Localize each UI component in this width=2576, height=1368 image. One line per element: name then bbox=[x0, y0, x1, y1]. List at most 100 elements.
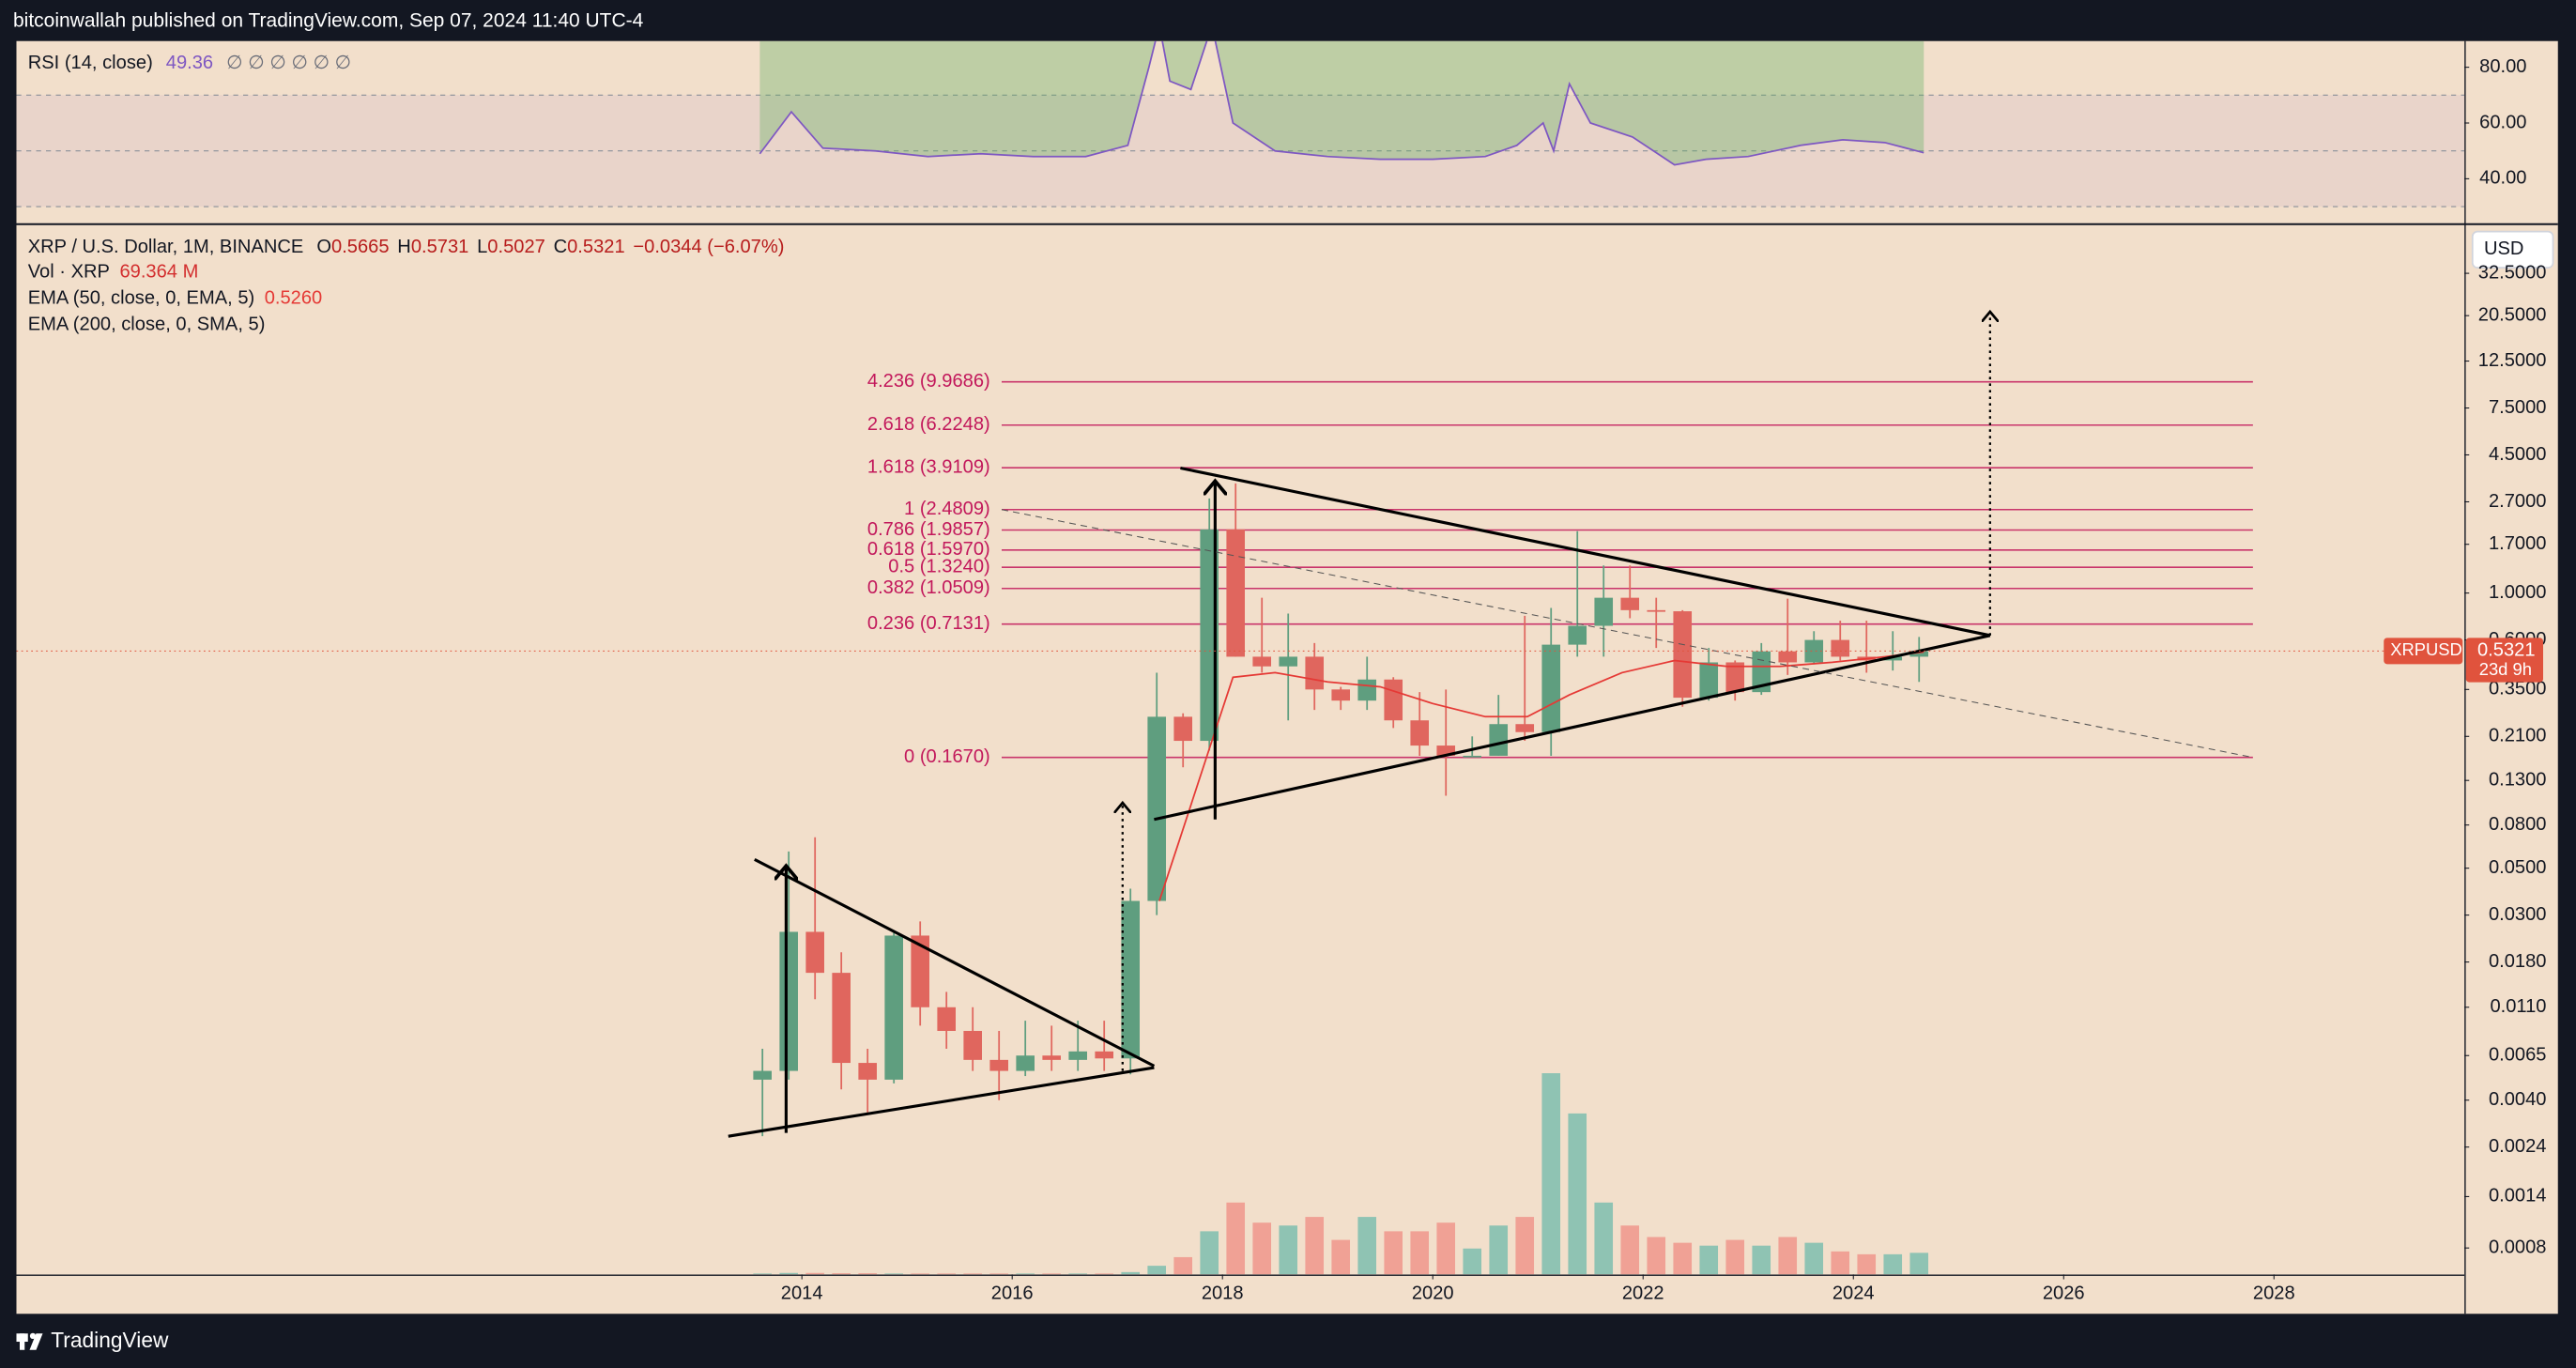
fib-label: 0.5 (1.3240) bbox=[888, 556, 989, 576]
volume-bar bbox=[1620, 1225, 1640, 1275]
volume-bar bbox=[1305, 1217, 1325, 1275]
y-tick-label: 7.5000 bbox=[2489, 397, 2547, 418]
candle-body bbox=[832, 973, 851, 1064]
x-tick-label: 2014 bbox=[781, 1283, 823, 1304]
ohlc-key: L bbox=[477, 237, 487, 257]
volume-bar bbox=[1068, 1273, 1088, 1275]
candle-body bbox=[1568, 625, 1587, 645]
rsi-pane bbox=[16, 40, 2464, 208]
candle-body bbox=[753, 1070, 772, 1080]
ema50-legend: EMA (50, close, 0, EMA, 5) 0.5260 bbox=[28, 288, 322, 309]
candle-body bbox=[1804, 639, 1824, 663]
y-tick-label: 0.0300 bbox=[2489, 904, 2547, 925]
candle-body bbox=[937, 1007, 956, 1031]
y-tick-label: 0.0500 bbox=[2489, 857, 2547, 878]
volume-bar bbox=[1384, 1231, 1403, 1275]
fib-label: 0.618 (1.5970) bbox=[867, 539, 990, 560]
y-tick-label: 4.5000 bbox=[2489, 444, 2547, 465]
tv-logo bbox=[16, 1332, 43, 1350]
y-tick-label: 1.0000 bbox=[2489, 582, 2547, 603]
volume-bar bbox=[1279, 1225, 1298, 1275]
candle-body bbox=[1831, 639, 1850, 657]
publish-header: bitcoinwallah published on TradingView.c… bbox=[13, 9, 644, 31]
trendline bbox=[754, 857, 1156, 1068]
currency-button[interactable] bbox=[2471, 230, 2554, 269]
volume-bar bbox=[1357, 1217, 1377, 1275]
fib-label: 0.382 (1.0509) bbox=[867, 577, 990, 598]
volume-bar bbox=[753, 1273, 772, 1275]
trendline bbox=[1001, 509, 2253, 759]
rsi-tick-label: 80.00 bbox=[2479, 56, 2526, 77]
fib-label: 4.236 (9.9686) bbox=[867, 371, 990, 392]
symbol-legend: XRP / U.S. Dollar, 1M, BINANCE O0.5665 H0.… bbox=[28, 237, 785, 257]
axes: 80.00 60.00 40.00 RSI (14, close) 49.36 ∅ ∅ ∅… bbox=[28, 54, 2547, 1304]
x-tick-label: 2022 bbox=[1622, 1283, 1664, 1304]
y-tick-label: 0.0040 bbox=[2489, 1089, 2547, 1110]
price-label: 0.5321 bbox=[2477, 640, 2536, 661]
candle-body bbox=[779, 931, 798, 1071]
volume-bar bbox=[1095, 1273, 1114, 1275]
volume-bar bbox=[1594, 1202, 1614, 1275]
y-tick-label: 0.0110 bbox=[2490, 996, 2546, 1017]
x-tick-label: 2018 bbox=[1202, 1283, 1244, 1304]
candle-body bbox=[1384, 679, 1403, 721]
ema50-name: EMA (50, close, 0, EMA, 5) bbox=[28, 288, 254, 309]
candle-body bbox=[1883, 656, 1903, 661]
rsi-title: RSI (14, close) bbox=[28, 54, 153, 74]
volume-bar bbox=[1121, 1271, 1141, 1275]
ohlc-value: 0.5665 bbox=[331, 237, 390, 257]
volume-bar bbox=[1831, 1251, 1850, 1275]
y-tick-label: 20.5000 bbox=[2478, 304, 2547, 325]
volume-bar bbox=[963, 1273, 982, 1275]
candle-body bbox=[1436, 745, 1456, 756]
candle-body bbox=[884, 935, 903, 1080]
volume-bar bbox=[1778, 1237, 1798, 1275]
y-tick-label: 0.0065 bbox=[2489, 1045, 2547, 1066]
fib-label: 0 (0.1670) bbox=[904, 746, 990, 767]
volume-bar bbox=[1725, 1239, 1745, 1275]
y-tick-label: 0.0024 bbox=[2489, 1136, 2547, 1157]
volume-bar bbox=[858, 1273, 877, 1275]
candle-body bbox=[1594, 597, 1614, 626]
y-tick-label: 0.0014 bbox=[2489, 1186, 2547, 1207]
candle-body bbox=[1489, 724, 1509, 756]
volume-bar bbox=[1252, 1222, 1272, 1275]
volume-bar bbox=[937, 1273, 956, 1275]
y-tick-label: 0.0800 bbox=[2489, 814, 2547, 835]
y-tick-label: 1.7000 bbox=[2489, 533, 2547, 554]
rsi-legend: RSI (14, close) 49.36 ∅ ∅ ∅ ∅ ∅ ∅ bbox=[28, 54, 351, 74]
candle-body bbox=[1279, 656, 1298, 667]
volume-bar bbox=[1331, 1239, 1351, 1275]
candle-body bbox=[1699, 662, 1719, 699]
candle-body bbox=[1647, 609, 1666, 612]
ohlc-key: C bbox=[554, 237, 568, 257]
candle-body bbox=[1357, 679, 1377, 701]
candle-body bbox=[1620, 597, 1640, 610]
x-tick-label: 2024 bbox=[1832, 1283, 1875, 1304]
volume-bar bbox=[1804, 1242, 1824, 1275]
volume-bar bbox=[1515, 1217, 1535, 1275]
volume-bar bbox=[1226, 1202, 1246, 1275]
candle-body bbox=[1541, 644, 1561, 732]
volume-name: Vol · XRP bbox=[28, 262, 110, 283]
candle-body bbox=[1252, 656, 1272, 667]
volume-bar bbox=[1568, 1113, 1587, 1275]
candle-body bbox=[1673, 611, 1693, 699]
y-tick-label: 0.0008 bbox=[2489, 1237, 2547, 1257]
volume-bar bbox=[832, 1273, 851, 1275]
candle-body bbox=[1752, 651, 1771, 693]
volume-bar bbox=[1147, 1266, 1167, 1275]
y-tick-label: 32.5000 bbox=[2478, 262, 2547, 283]
y-tick-label: 12.5000 bbox=[2478, 350, 2547, 371]
volume-bar bbox=[1463, 1248, 1482, 1275]
volume-bar bbox=[1016, 1273, 1035, 1275]
volume-bar bbox=[911, 1273, 929, 1275]
candle-body bbox=[1909, 651, 1929, 657]
fib-label: 1 (2.4809) bbox=[904, 499, 990, 519]
x-tick-label: 2020 bbox=[1412, 1283, 1454, 1304]
trendline bbox=[1180, 466, 1991, 638]
volume-bar bbox=[1752, 1245, 1771, 1275]
volume-bar bbox=[884, 1273, 903, 1275]
candle-body bbox=[1410, 720, 1430, 746]
volume-legend: Vol · XRP 69.364 M bbox=[28, 262, 199, 283]
